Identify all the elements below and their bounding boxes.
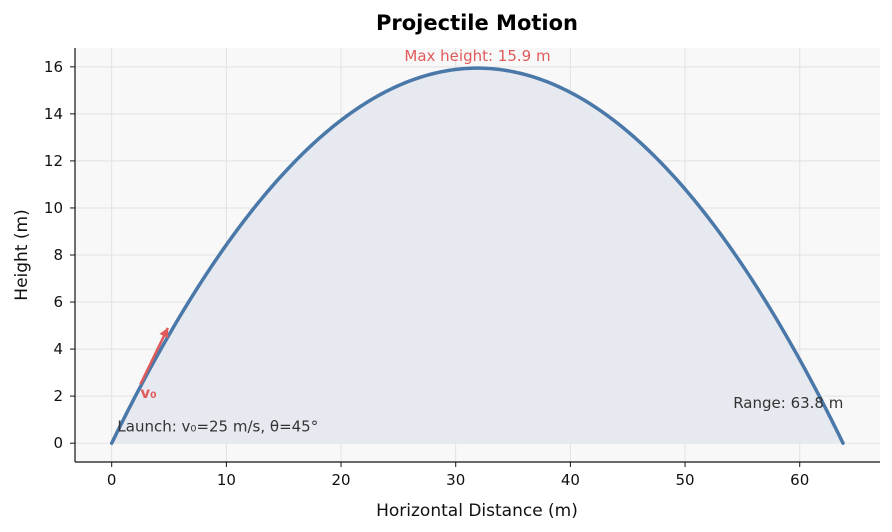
y-tick-label: 2 bbox=[53, 387, 63, 405]
y-tick-label: 12 bbox=[44, 152, 63, 170]
trajectory-line bbox=[109, 66, 845, 445]
max-height-label: Max height: 15.9 m bbox=[404, 47, 550, 65]
y-tick-label: 14 bbox=[44, 105, 63, 123]
velocity-arrow-head bbox=[159, 327, 169, 339]
x-tick-label: 20 bbox=[331, 471, 350, 489]
launch-label: Launch: v₀=25 m/s, θ=45° bbox=[117, 417, 318, 435]
x-axis-label: Horizontal Distance (m) bbox=[376, 501, 578, 521]
velocity-arrow bbox=[139, 327, 170, 385]
y-axis-label: Height (m) bbox=[12, 209, 32, 300]
chart-title: Projectile Motion bbox=[376, 11, 578, 35]
y-tick-label: 16 bbox=[44, 58, 63, 76]
x-tick-label: 40 bbox=[561, 471, 580, 489]
range-label: Range: 63.8 m bbox=[733, 394, 843, 412]
y-tick-label: 4 bbox=[53, 340, 63, 358]
y-tick-label: 10 bbox=[44, 199, 63, 217]
x-tick-label: 60 bbox=[790, 471, 809, 489]
y-tick-label: 0 bbox=[53, 434, 63, 452]
x-tick-label: 10 bbox=[217, 471, 236, 489]
x-tick-label: 30 bbox=[446, 471, 465, 489]
velocity-label: v₀ bbox=[140, 384, 156, 402]
y-ticks: 0 2 4 6 8 10 12 14 16 bbox=[44, 58, 75, 452]
y-tick-label: 6 bbox=[53, 293, 63, 311]
annotations: Max height: 15.9 m Range: 63.8 m Launch: v… bbox=[117, 47, 843, 435]
x-ticks: 0 10 20 30 40 50 60 bbox=[107, 462, 809, 489]
y-tick-label: 8 bbox=[53, 246, 63, 264]
x-tick-label: 0 bbox=[107, 471, 117, 489]
x-tick-label: 50 bbox=[676, 471, 695, 489]
